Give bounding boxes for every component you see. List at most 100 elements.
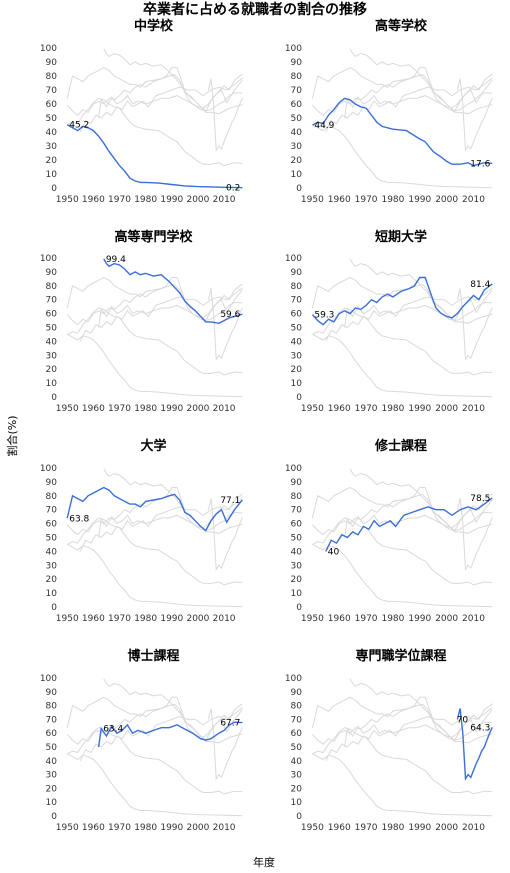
x-tick-label: 2000 <box>186 195 209 205</box>
panel-2: 高等専門学校 0 10 20 30 40 50 60 70 80 90 100 1950 1960 1970… <box>40 229 243 414</box>
y-tick-label: 100 <box>40 464 57 474</box>
x-tick-label: 2000 <box>435 823 458 833</box>
y-tick-label: 70 <box>46 715 58 725</box>
x-tick-label: 1990 <box>160 614 183 624</box>
x-tick-label: 2010 <box>462 823 485 833</box>
x-tick-label: 1990 <box>408 823 431 833</box>
background-series-line <box>312 517 493 586</box>
x-tick-label: 2010 <box>462 614 485 624</box>
x-tick-label: 2010 <box>213 614 236 624</box>
background-series-line <box>456 498 493 572</box>
data-label: 78.5 <box>470 494 490 504</box>
background-series-line <box>344 301 493 328</box>
y-tick-label: 60 <box>291 520 303 530</box>
background-series-line <box>349 258 493 324</box>
y-tick-label: 100 <box>285 674 302 684</box>
y-tick-label: 70 <box>46 506 58 516</box>
background-series-line <box>456 288 493 362</box>
y-tick-label: 20 <box>46 365 58 375</box>
y-tick-label: 90 <box>291 688 303 698</box>
y-tick-label: 0 <box>296 184 302 194</box>
x-tick-label: 2000 <box>186 614 209 624</box>
background-series-line <box>66 487 243 536</box>
data-label: 59.6 <box>220 310 240 320</box>
y-tick-label: 90 <box>291 478 303 488</box>
y-tick-label: 10 <box>46 798 58 808</box>
y-tick-label: 70 <box>291 296 303 306</box>
y-tick-label: 60 <box>46 729 58 739</box>
x-tick-label: 1960 <box>328 195 351 205</box>
background-series-line <box>207 78 243 152</box>
y-tick-label: 20 <box>46 156 58 166</box>
y-tick-label: 90 <box>291 268 303 278</box>
x-tick-label: 1970 <box>108 614 131 624</box>
data-label: 67.7 <box>220 719 240 729</box>
y-tick-label: 90 <box>46 688 58 698</box>
y-tick-label: 80 <box>46 492 58 502</box>
background-series-line <box>344 721 493 748</box>
background-series-line <box>349 48 493 115</box>
y-tick-label: 50 <box>291 743 303 753</box>
x-tick-label: 1950 <box>56 614 79 624</box>
y-tick-label: 80 <box>46 702 58 712</box>
y-tick-label: 60 <box>46 310 58 320</box>
background-series-line <box>66 696 243 741</box>
x-tick-label: 2000 <box>186 823 209 833</box>
y-tick-label: 10 <box>46 589 58 599</box>
x-tick-label: 1970 <box>108 823 131 833</box>
x-tick-label: 1950 <box>301 823 324 833</box>
x-tick-label: 2010 <box>213 823 236 833</box>
y-tick-label: 0 <box>296 393 302 403</box>
background-series-line <box>344 511 493 538</box>
x-tick-label: 2010 <box>462 195 485 205</box>
background-series-line <box>312 333 493 398</box>
x-tick-label: 1980 <box>134 195 157 205</box>
y-tick-label: 40 <box>291 757 303 767</box>
x-tick-label: 2010 <box>213 195 236 205</box>
y-tick-label: 50 <box>291 534 303 544</box>
background-series-line <box>312 753 493 817</box>
y-tick-label: 80 <box>291 702 303 712</box>
background-series-line <box>66 276 243 322</box>
x-tick-label: 1950 <box>301 614 324 624</box>
y-tick-label: 10 <box>291 170 303 180</box>
panel-0: 中学校 0 10 20 30 40 50 60 70 80 90 100 1950 1960 1970 198… <box>40 18 243 205</box>
y-tick-label: 100 <box>40 44 57 54</box>
x-tick-label: 1990 <box>160 195 183 205</box>
y-tick-label: 40 <box>291 337 303 347</box>
panel-title-4: 大学 <box>140 438 166 454</box>
y-tick-label: 70 <box>46 296 58 306</box>
background-series-line <box>344 92 493 119</box>
y-tick-label: 50 <box>46 114 58 124</box>
data-label: 63.4 <box>103 725 123 735</box>
background-series-line <box>312 67 493 116</box>
y-tick-label: 90 <box>291 58 303 68</box>
background-series-line <box>66 753 243 817</box>
y-tick-label: 10 <box>291 589 303 599</box>
y-tick-label: 50 <box>46 324 58 334</box>
y-tick-label: 10 <box>46 379 58 389</box>
y-tick-label: 20 <box>46 575 58 585</box>
background-series-line <box>312 487 493 536</box>
y-tick-label: 20 <box>291 156 303 166</box>
y-tick-label: 0 <box>51 603 57 613</box>
highlight-series-line <box>66 124 243 189</box>
panel-title-3: 短期大学 <box>375 229 427 245</box>
y-tick-label: 30 <box>291 351 303 361</box>
background-series-line <box>66 333 243 398</box>
chart-title: 卒業者に占める就職者の割合の推移 <box>143 1 367 18</box>
y-tick-label: 90 <box>46 58 58 68</box>
x-tick-label: 1960 <box>82 404 105 414</box>
x-tick-label: 1990 <box>408 614 431 624</box>
y-tick-label: 10 <box>291 379 303 389</box>
background-series-line <box>66 727 243 795</box>
data-label: 63.8 <box>69 514 89 524</box>
highlight-series-line <box>325 497 493 552</box>
highlight-series-line <box>66 486 243 532</box>
panel-7: 専門職学位課程 0 10 20 30 40 50 60 70 80 90 100 1950 1960 197… <box>285 648 493 833</box>
y-tick-label: 90 <box>46 268 58 278</box>
data-label: 70 <box>457 715 469 725</box>
y-tick-label: 20 <box>46 784 58 794</box>
